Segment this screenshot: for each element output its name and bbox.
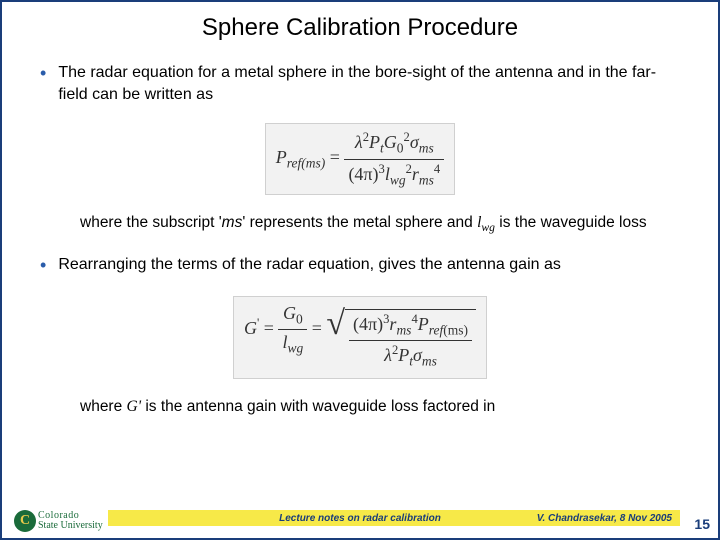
equation-1-wrap: Pref(ms) = λ2PtG02σms(4π)3lwg2rms4 xyxy=(40,123,680,195)
page-number: 15 xyxy=(694,516,710,532)
slide-title: Sphere Calibration Procedure xyxy=(0,0,720,42)
bullet-1: • The radar equation for a metal sphere … xyxy=(40,62,680,105)
bullet-dot-icon: • xyxy=(40,62,46,85)
bullet-2-text: Rearranging the terms of the radar equat… xyxy=(58,254,680,276)
bullet-2: • Rearranging the terms of the radar equ… xyxy=(40,254,680,277)
note-2: where G' is the antenna gain with wavegu… xyxy=(80,397,660,418)
equation-2-wrap: G' = G0lwg = √(4π)3rms4Pref(ms)λ2Ptσms xyxy=(40,296,680,379)
logo-text: Colorado State University xyxy=(38,511,103,531)
bullet-1-text: The radar equation for a metal sphere in… xyxy=(58,62,680,105)
logo-badge-icon: C xyxy=(14,510,36,532)
equation-1: Pref(ms) = λ2PtG02σms(4π)3lwg2rms4 xyxy=(265,123,455,195)
university-logo: C Colorado State University xyxy=(14,510,103,532)
content-area: • The radar equation for a metal sphere … xyxy=(0,42,720,418)
footer: C Colorado State University Lecture note… xyxy=(0,506,720,530)
bullet-dot-icon: • xyxy=(40,254,46,277)
equation-2: G' = G0lwg = √(4π)3rms4Pref(ms)λ2Ptσms xyxy=(233,296,487,379)
note-1: where the subscript 'ms' represents the … xyxy=(80,213,660,236)
footer-right-text: V. Chandrasekar, 8 Nov 2005 xyxy=(537,513,672,524)
